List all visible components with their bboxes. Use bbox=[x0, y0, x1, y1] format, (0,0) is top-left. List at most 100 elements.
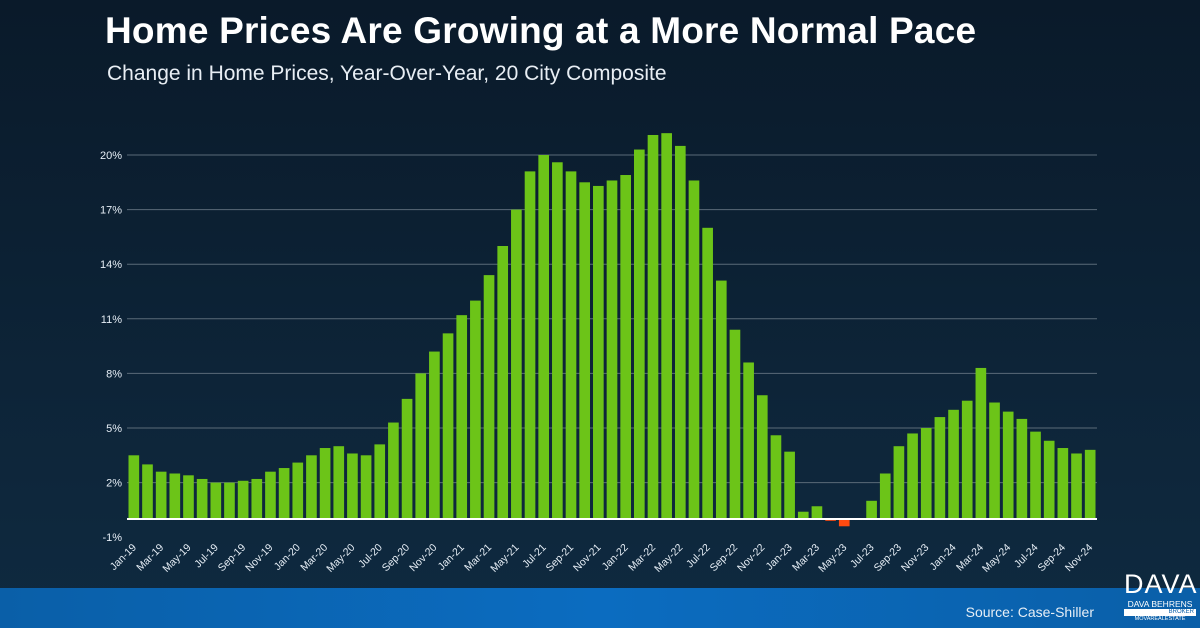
bar-Feb-19 bbox=[142, 464, 153, 519]
bar-Jun-21 bbox=[524, 171, 536, 519]
x-tick-label: May-23 bbox=[816, 542, 849, 575]
bar-Dec-21 bbox=[606, 180, 618, 520]
x-tick-label: Nov-22 bbox=[735, 542, 768, 575]
bar-May-24 bbox=[1002, 411, 1014, 519]
bar-May-19 bbox=[183, 475, 194, 519]
bar-Nov-20 bbox=[429, 351, 440, 519]
bar-Dec-19 bbox=[278, 468, 290, 519]
y-tick-label: 14% bbox=[100, 259, 122, 271]
chart-title: Home Prices Are Growing at a More Normal… bbox=[105, 10, 977, 51]
bar-Feb-24 bbox=[961, 400, 973, 519]
x-tick-label: Sep-20 bbox=[380, 542, 413, 575]
bar-Sep-23 bbox=[893, 446, 905, 519]
x-tick-label: Nov-21 bbox=[571, 542, 604, 575]
bar-Apr-20 bbox=[333, 446, 345, 519]
bar-Jan-20 bbox=[292, 462, 304, 519]
bar-May-20 bbox=[347, 453, 358, 519]
bar-Mar-20 bbox=[319, 448, 331, 519]
bar-Jul-22 bbox=[702, 227, 713, 520]
bar-Nov-22 bbox=[756, 395, 768, 519]
bar-Dec-22 bbox=[770, 435, 782, 519]
x-tick-label: Jan-24 bbox=[927, 542, 958, 573]
bar-Feb-22 bbox=[633, 149, 645, 520]
x-tick-label: Jan-23 bbox=[764, 542, 795, 573]
bar-Nov-19 bbox=[265, 471, 276, 519]
bar-Apr-24 bbox=[989, 402, 1000, 519]
bar-Aug-23 bbox=[879, 473, 891, 519]
logo-role: BROKER bbox=[1124, 609, 1196, 616]
bar-Oct-21 bbox=[579, 182, 591, 520]
bar-Apr-19 bbox=[169, 473, 181, 519]
bar-May-21 bbox=[511, 209, 522, 519]
x-tick-label: May-24 bbox=[980, 542, 1013, 575]
x-tick-label: Sep-22 bbox=[708, 542, 741, 575]
x-tick-label: Nov-24 bbox=[1063, 542, 1096, 575]
logo-name: DAVA BEHRENS bbox=[1127, 599, 1193, 609]
bar-Mar-22 bbox=[647, 134, 659, 520]
bar-Feb-20 bbox=[306, 455, 317, 519]
bar-Jun-22 bbox=[688, 180, 700, 520]
footer-band bbox=[0, 588, 1200, 628]
bar-Sep-19 bbox=[237, 480, 249, 519]
bar-Mar-23 bbox=[811, 506, 823, 519]
y-tick-label: 5% bbox=[106, 423, 122, 435]
brand-logo: DAVA DAVA BEHRENS BROKER MOVAREALESTATE bbox=[1124, 569, 1198, 623]
y-tick-label: -1% bbox=[102, 532, 122, 544]
bar-Nov-21 bbox=[593, 185, 604, 519]
y-tick-label: 17% bbox=[100, 205, 122, 217]
bar-Jan-22 bbox=[620, 175, 631, 519]
x-tick-label: Sep-23 bbox=[872, 542, 905, 575]
x-tick-label: May-22 bbox=[652, 542, 685, 575]
logo-wordmark: DAVA bbox=[1124, 569, 1198, 599]
bar-Sep-22 bbox=[729, 329, 741, 519]
y-tick-label: 20% bbox=[100, 150, 122, 162]
bar-Aug-22 bbox=[715, 280, 727, 519]
bar-Nov-23 bbox=[920, 428, 932, 519]
x-tick-label: May-21 bbox=[488, 542, 521, 575]
bar-Jun-20 bbox=[360, 455, 372, 519]
bar-Mar-19 bbox=[155, 471, 167, 519]
x-tick-label: Jan-22 bbox=[600, 542, 631, 573]
bar-Jun-19 bbox=[196, 478, 208, 519]
bar-chart: -1%2%5%8%11%14%17%20%Jan-19Mar-19May-19J… bbox=[100, 133, 1097, 575]
x-tick-label: Jan-19 bbox=[108, 542, 139, 573]
bar-Dec-20 bbox=[442, 333, 454, 519]
bar-Jan-19 bbox=[128, 455, 140, 519]
bar-Sep-21 bbox=[565, 171, 577, 519]
bar-Jun-24 bbox=[1016, 418, 1028, 519]
bar-Sep-24 bbox=[1057, 448, 1069, 519]
bar-Aug-20 bbox=[388, 422, 399, 519]
bar-Apr-22 bbox=[661, 133, 672, 519]
bar-Mar-24 bbox=[975, 367, 987, 519]
bar-Jan-21 bbox=[456, 315, 468, 519]
bar-Oct-23 bbox=[907, 433, 918, 519]
bar-Oct-19 bbox=[251, 478, 263, 519]
x-tick-label: Nov-19 bbox=[243, 542, 276, 575]
bar-Jul-21 bbox=[538, 155, 550, 519]
x-tick-label: Nov-23 bbox=[899, 542, 932, 575]
bar-Oct-24 bbox=[1071, 453, 1082, 519]
bar-Dec-23 bbox=[934, 417, 946, 519]
x-tick-label: Sep-21 bbox=[544, 542, 577, 575]
x-tick-label: Jan-21 bbox=[436, 542, 467, 573]
bar-Oct-20 bbox=[415, 373, 427, 519]
bar-May-23 bbox=[838, 519, 850, 527]
x-tick-label: May-19 bbox=[160, 542, 193, 575]
x-tick-label: Sep-24 bbox=[1036, 542, 1069, 575]
x-tick-label: Jan-20 bbox=[272, 542, 303, 573]
bar-Sep-20 bbox=[401, 398, 413, 519]
bar-Jul-19 bbox=[210, 482, 222, 519]
bar-May-22 bbox=[674, 145, 686, 519]
bar-Aug-24 bbox=[1043, 440, 1055, 519]
bar-Apr-21 bbox=[497, 246, 509, 519]
bar-Feb-21 bbox=[470, 300, 481, 519]
bar-Mar-21 bbox=[483, 275, 495, 519]
x-tick-label: May-20 bbox=[324, 542, 357, 575]
logo-brand: MOVAREALESTATE bbox=[1134, 616, 1186, 622]
bar-Jul-23 bbox=[866, 500, 877, 519]
x-tick-label: Nov-20 bbox=[407, 542, 440, 575]
bar-Oct-22 bbox=[743, 362, 754, 519]
x-tick-label: Sep-19 bbox=[216, 542, 249, 575]
bar-Aug-21 bbox=[552, 162, 563, 519]
bar-Feb-23 bbox=[797, 511, 809, 519]
